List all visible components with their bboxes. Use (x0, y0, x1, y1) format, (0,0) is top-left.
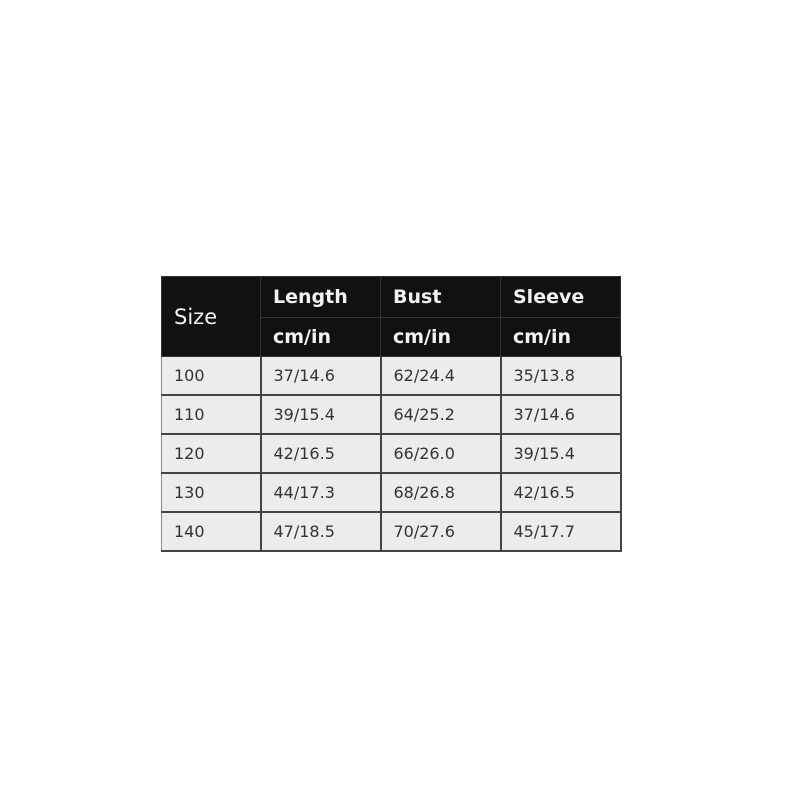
cell-bust: 64/25.2 (379, 394, 502, 435)
cell-size: 130 (161, 472, 262, 513)
table-row: 100 37/14.6 62/24.4 35/13.8 (161, 356, 622, 396)
cell-bust: 70/27.6 (379, 511, 502, 552)
unit-bust: cm/in (380, 317, 501, 357)
cell-length: 42/16.5 (259, 433, 382, 474)
header-length: Length (260, 276, 381, 318)
cell-sleeve: 39/15.4 (499, 433, 622, 474)
cell-size: 120 (161, 433, 262, 474)
cell-size: 110 (161, 394, 262, 435)
cell-size: 140 (161, 511, 262, 552)
cell-bust: 68/26.8 (379, 472, 502, 513)
cell-length: 47/18.5 (259, 511, 382, 552)
cell-length: 39/15.4 (259, 394, 382, 435)
table-row: 120 42/16.5 66/26.0 39/15.4 (161, 433, 622, 474)
unit-sleeve: cm/in (500, 317, 621, 357)
unit-row: cm/in cm/in cm/in (162, 317, 621, 357)
cell-bust: 66/26.0 (379, 433, 502, 474)
cell-size: 100 (161, 356, 262, 396)
header-row: Size Length Bust Sleeve (161, 276, 621, 357)
cell-sleeve: 45/17.7 (499, 511, 622, 552)
table-row: 140 47/18.5 70/27.6 45/17.7 (161, 511, 622, 552)
cell-bust: 62/24.4 (379, 356, 502, 396)
table-row: 130 44/17.3 68/26.8 42/16.5 (161, 472, 622, 513)
header-bust: Bust (380, 276, 501, 318)
cell-length: 44/17.3 (259, 472, 382, 513)
cell-length: 37/14.6 (259, 356, 382, 396)
cell-sleeve: 42/16.5 (499, 472, 622, 513)
size-chart-table: Size Length Bust Sleeve cm/in cm/in cm/i… (161, 276, 622, 552)
header-sleeve: Sleeve (500, 276, 621, 318)
unit-length: cm/in (260, 317, 381, 357)
table-row: 110 39/15.4 64/25.2 37/14.6 (161, 394, 622, 435)
header-size: Size (161, 276, 261, 357)
cell-sleeve: 35/13.8 (499, 356, 622, 396)
cell-sleeve: 37/14.6 (499, 394, 622, 435)
